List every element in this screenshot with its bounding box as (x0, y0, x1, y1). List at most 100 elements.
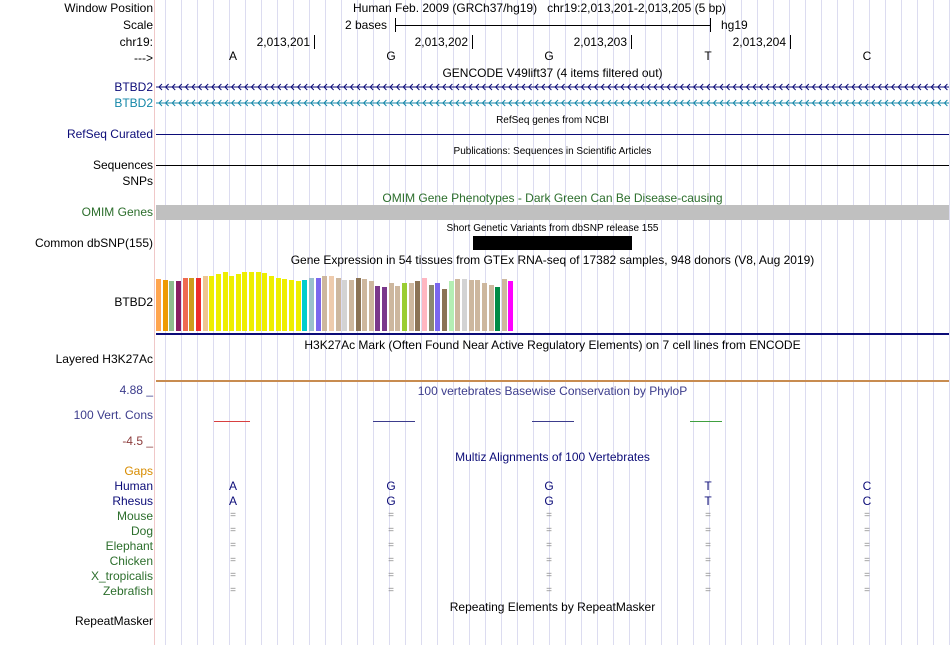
gtex-tissue-bar[interactable] (195, 278, 201, 331)
gtex-tissue-bar[interactable] (495, 287, 501, 331)
gtex-tissue-bar[interactable] (202, 276, 208, 331)
gtex-tissue-bar[interactable] (488, 285, 494, 331)
rmsk-title[interactable]: Repeating Elements by RepeatMasker (449, 600, 656, 614)
species-label-rhesus[interactable]: Rhesus (112, 494, 153, 508)
gtex-tissue-bar[interactable] (362, 279, 368, 331)
gtex-tissue-bar[interactable] (402, 283, 408, 331)
multiz-title[interactable]: Multiz Alignments of 100 Vertebrates (455, 450, 650, 464)
species-label-zebrafish[interactable]: Zebrafish (102, 584, 153, 598)
gtex-tissue-bar[interactable] (395, 286, 401, 331)
gtex-tissue-bar[interactable] (315, 278, 321, 331)
gtex-tissue-bar[interactable] (342, 280, 348, 331)
species-label-x_tropicalis[interactable]: X_tropicalis (90, 569, 153, 583)
gtex-tissue-bar[interactable] (189, 278, 195, 331)
omim-label[interactable]: OMIM Genes (81, 205, 153, 219)
strand-chevron (191, 83, 196, 91)
gtex-tissue-bar[interactable] (382, 287, 388, 331)
snps-label[interactable]: SNPs (122, 174, 153, 188)
gtex-label[interactable]: BTBD2 (114, 295, 153, 309)
species-label-dog[interactable]: Dog (130, 524, 153, 538)
pubs-label[interactable]: Sequences (92, 158, 153, 172)
gtex-tissue-bar[interactable] (229, 276, 235, 331)
strand-chevron (791, 99, 796, 107)
h3k27ac-label[interactable]: Layered H3K27Ac (55, 352, 153, 366)
gtex-tissue-bar[interactable] (269, 276, 275, 331)
gtex-tissue-bar[interactable] (295, 281, 301, 331)
refseq-label[interactable]: RefSeq Curated (66, 127, 153, 141)
species-label-elephant[interactable]: Elephant (105, 539, 153, 553)
refseq-title[interactable]: RefSeq genes from NCBI (496, 115, 609, 126)
gtex-tissue-bar[interactable] (289, 280, 294, 331)
gtex-tissue-bar[interactable] (428, 285, 434, 331)
dbsnp-title[interactable]: Short Genetic Variants from dbSNP releas… (446, 223, 659, 234)
gtex-tissue-bar[interactable] (475, 280, 481, 331)
strand-toggle[interactable]: ---> (134, 51, 153, 65)
species-label-human[interactable]: Human (114, 479, 153, 493)
gencode-gene-lines[interactable] (156, 80, 949, 112)
gtex-tissue-bar[interactable] (275, 278, 281, 331)
h3k27ac-signal[interactable] (156, 380, 949, 382)
pubs-line[interactable] (156, 165, 949, 166)
gtex-tissue-bar[interactable] (302, 280, 308, 331)
cons-segment[interactable] (373, 421, 415, 422)
cons-segment[interactable] (532, 421, 574, 422)
refseq-line[interactable] (156, 134, 949, 135)
dbsnp-variant[interactable] (473, 236, 632, 250)
gtex-tissue-bar[interactable] (368, 281, 374, 331)
gtex-tissue-bar[interactable] (175, 281, 181, 331)
gtex-tissue-bar[interactable] (388, 283, 394, 331)
gtex-tissue-bar[interactable] (255, 272, 261, 331)
gencode-item-2-label[interactable]: BTBD2 (114, 96, 153, 110)
gtex-tissue-bar[interactable] (375, 286, 381, 331)
gtex-tissue-bar[interactable] (328, 276, 334, 331)
gtex-tissue-bar[interactable] (408, 283, 414, 331)
gtex-tissue-bar[interactable] (461, 279, 467, 331)
gtex-tissue-bar[interactable] (355, 278, 361, 331)
gtex-tissue-bar[interactable] (182, 278, 188, 331)
gtex-tissue-bar[interactable] (441, 289, 447, 331)
gtex-tissue-bar[interactable] (249, 272, 255, 331)
gtex-tissue-bar[interactable] (156, 279, 161, 331)
gtex-title[interactable]: Gene Expression in 54 tissues from GTEx … (290, 253, 815, 267)
gtex-tissue-bar[interactable] (235, 274, 241, 331)
cons-segment[interactable] (214, 421, 250, 422)
strand-chevron (798, 83, 803, 91)
rmsk-label[interactable]: RepeatMasker (74, 614, 153, 628)
gtex-tissue-bar[interactable] (508, 281, 514, 331)
cons-title[interactable]: 100 vertebrates Basewise Conservation by… (417, 384, 688, 398)
dbsnp-label[interactable]: Common dbSNP(155) (34, 236, 153, 250)
gtex-tissue-bar[interactable] (468, 280, 474, 331)
gtex-tissue-bar[interactable] (435, 283, 441, 331)
gtex-tissue-bar[interactable] (169, 281, 175, 331)
gtex-tissue-bar[interactable] (322, 276, 328, 331)
gtex-tissue-bar[interactable] (308, 278, 314, 331)
gtex-tissue-bar[interactable] (422, 278, 427, 331)
cons-segment[interactable] (690, 421, 722, 422)
gtex-tissue-bar[interactable] (501, 279, 507, 331)
gtex-tissue-bar[interactable] (348, 280, 354, 331)
gencode-item-1-label[interactable]: BTBD2 (114, 80, 153, 94)
gtex-tissue-bar[interactable] (162, 280, 168, 331)
h3k27ac-title[interactable]: H3K27Ac Mark (Often Found Near Active Re… (304, 338, 801, 352)
gtex-tissue-bar[interactable] (481, 283, 487, 331)
gencode-title[interactable]: GENCODE V49lift37 (4 items filtered out) (442, 66, 663, 80)
species-label-mouse[interactable]: Mouse (116, 509, 153, 523)
gtex-tissue-bar[interactable] (455, 279, 461, 331)
pubs-title[interactable]: Publications: Sequences in Scientific Ar… (453, 146, 652, 157)
gtex-tissue-bar[interactable] (448, 281, 454, 331)
gtex-tissue-bar[interactable] (335, 278, 341, 331)
gaps-label[interactable]: Gaps (124, 464, 153, 478)
omim-feature[interactable] (156, 205, 949, 220)
gtex-tissue-bar[interactable] (282, 279, 288, 331)
gtex-tissue-bar[interactable] (215, 274, 221, 331)
species-label-chicken[interactable]: Chicken (109, 554, 153, 568)
omim-title[interactable]: OMIM Gene Phenotypes - Dark Green Can Be… (382, 191, 723, 205)
gtex-tissue-bar[interactable] (242, 272, 248, 331)
gtex-tissue-bar[interactable] (209, 276, 215, 331)
gtex-bar-chart[interactable] (156, 268, 556, 331)
gtex-tissue-bar[interactable] (262, 273, 268, 331)
gtex-tissue-bar[interactable] (415, 281, 421, 331)
gtex-tissue-bar[interactable] (222, 272, 228, 331)
cons-label[interactable]: 100 Vert. Cons (73, 408, 153, 422)
